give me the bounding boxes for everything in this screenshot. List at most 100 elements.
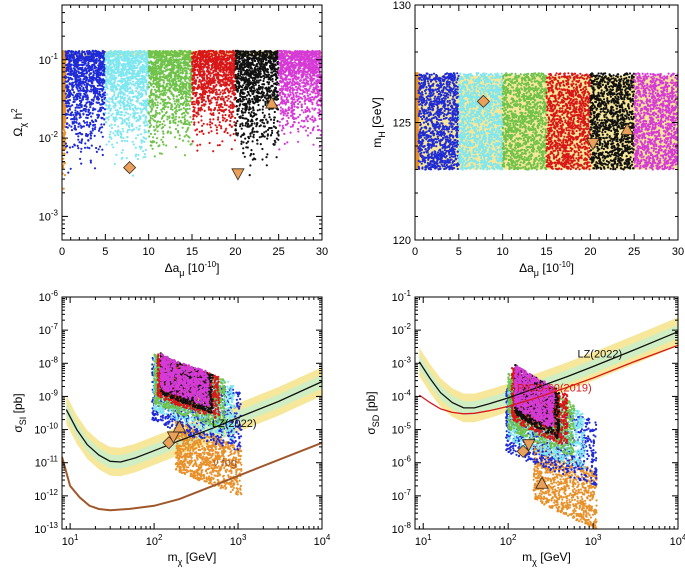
series-6: [633, 72, 678, 171]
y-ticks: 10-3 10-2 10-1: [39, 4, 322, 241]
y-tick-label: 10-2: [392, 322, 412, 337]
line-label-1: PICO-60(2019): [517, 383, 592, 395]
y-tick-label: 10-5: [392, 422, 412, 437]
x-tick-label: 10: [143, 246, 155, 258]
x-axis-label: mχ [GeV]: [168, 550, 217, 567]
benchmark-triangle-up: [172, 420, 187, 433]
x-tick-label: 20: [584, 246, 596, 258]
x-ticks: 101 102 103 104: [61, 297, 331, 548]
y-tick-label: 10-12: [34, 488, 58, 503]
x-ticks: 0 5 10 15 20 25 30: [412, 5, 684, 258]
y-tick-label: 10-13: [34, 521, 58, 536]
series-6: [277, 49, 322, 151]
y-tick-label: 10-6: [392, 455, 412, 470]
y-tick-label: 10-1: [392, 289, 412, 304]
series-1: [64, 49, 107, 174]
x-tick-label: 10: [497, 246, 509, 258]
series-5: [589, 72, 636, 171]
series-2: [457, 72, 504, 171]
y-tick-label: 10-10: [34, 422, 58, 437]
benchmark-diamond: [476, 94, 490, 108]
benchmark-triangle-up: [620, 122, 634, 135]
x-tick-label: 103: [585, 533, 602, 548]
y-ticks: 120 125 130: [393, 0, 678, 247]
axis-frame: [61, 296, 323, 530]
x-tick-label: 101: [415, 533, 432, 548]
y-tick-label: 10-9: [39, 388, 59, 403]
y-tick-label: 125: [393, 118, 411, 130]
limit-line-1: [418, 344, 678, 415]
series-4: [545, 72, 592, 171]
x-tick-label: 15: [186, 246, 198, 258]
y-tick-label: 10-11: [35, 455, 59, 470]
series-6: [159, 353, 210, 408]
x-tick-label: 102: [500, 533, 517, 548]
x-tick-label: 5: [456, 246, 462, 258]
x-ticks: 0 5 10 15 20 25 30: [59, 5, 328, 258]
benchmark-diamond: [516, 444, 530, 458]
limit-line-0: [418, 331, 678, 409]
plot-area: [62, 352, 322, 512]
y-ticks: 10-8 10-7 10-6 10-5 10-4 10-3 10-2 10-1: [392, 289, 678, 536]
series-3: [147, 49, 194, 158]
y-tick-label: 10-3: [39, 208, 59, 223]
x-tick-label: 104: [670, 533, 685, 548]
plot-area: [62, 49, 322, 190]
line-label-0: LZ(2022): [212, 418, 257, 430]
y-axis-label: Ωχ h2: [10, 108, 28, 137]
series-2: [104, 49, 150, 177]
y-tick-label: 120: [393, 235, 411, 247]
x-tick-label: 101: [62, 533, 79, 548]
x-tick-label: 25: [273, 246, 285, 258]
x-tick-label: 102: [146, 533, 163, 548]
x-tick-label: 15: [540, 246, 552, 258]
x-tick-label: 0: [59, 246, 65, 258]
spin-dependent-panel: LZ(2022)PICO-60(2019)101 102 103 10410-810-…: [364, 289, 685, 567]
y-tick-label: 10-7: [39, 322, 59, 337]
benchmark-triangle-up: [535, 476, 549, 489]
x-ticks: 101 102 103 104: [414, 297, 685, 548]
x-tick-label: 25: [628, 246, 640, 258]
benchmark-diamond: [123, 161, 137, 175]
limit-line-0: [65, 381, 322, 463]
benchmark-triangle-down: [231, 168, 245, 181]
y-tick-label: 10-1: [39, 52, 59, 67]
y-ticks: 10-13 10-12 10-11 10-10 10-9 10-8 10-7 10-6: [34, 289, 322, 536]
line-label-0: LZ(2022): [577, 348, 622, 360]
benchmark-triangle-down: [586, 138, 600, 151]
series-4: [191, 49, 237, 153]
y-tick-label: 10-6: [39, 289, 59, 304]
x-tick-label: 104: [314, 533, 331, 548]
limit-band-outer: [419, 317, 678, 423]
line-label-1: ν fog: [213, 457, 237, 469]
x-tick-label: 5: [102, 246, 108, 258]
limit-line-1: [62, 441, 322, 512]
x-tick-label: 30: [316, 246, 328, 258]
series-3: [501, 72, 548, 171]
benchmark-triangle-down: [522, 439, 536, 452]
x-tick-label: 30: [672, 246, 684, 258]
benchmark-triangle-up: [265, 96, 279, 109]
y-axis-label: σSI [pb]: [11, 393, 28, 432]
axis-frame: [414, 296, 679, 530]
higgs-mass-panel: 0 5 10 15 20 25 30 120 125 130 Δaμ [10-10] mH [GeV]: [370, 0, 684, 278]
x-tick-label: 0: [412, 246, 418, 258]
y-tick-label: 10-7: [392, 488, 412, 503]
x-tick-label: 20: [229, 246, 241, 258]
y-tick-label: 10-2: [39, 130, 59, 145]
x-axis-label: Δaμ [10-10]: [519, 260, 574, 278]
series-1: [417, 72, 460, 171]
plot-area: [415, 72, 678, 171]
y-tick-label: 10-8: [392, 521, 412, 536]
y-axis-label: σSD [pb]: [364, 391, 381, 434]
x-axis-label: mχ [GeV]: [522, 550, 571, 567]
spin-independent-panel: LZ(2022) ν fog 101 102 103 104 10-13 10-12 10-11…: [11, 289, 331, 567]
relic-density-panel: 0 5 10 15 20 25 30 10-3 10-2 10-1 Δaμ [10-10] Ωχ h2: [10, 4, 328, 278]
y-tick-label: 10-8: [39, 355, 59, 370]
y-tick-label: 10-3: [392, 355, 412, 370]
y-tick-label: 130: [393, 0, 411, 12]
y-tick-label: 10-4: [392, 388, 412, 403]
y-axis-label: mH [GeV]: [370, 97, 387, 148]
series-5: [234, 49, 280, 177]
